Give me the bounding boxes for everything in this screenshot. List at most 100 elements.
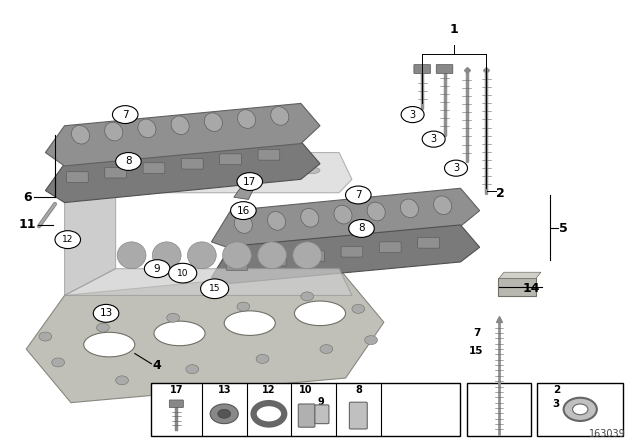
Circle shape	[352, 304, 365, 313]
Circle shape	[200, 279, 228, 298]
Ellipse shape	[138, 119, 156, 138]
Ellipse shape	[401, 199, 419, 218]
Text: 5: 5	[559, 222, 568, 235]
Ellipse shape	[237, 110, 255, 129]
Ellipse shape	[84, 332, 135, 357]
Text: 8: 8	[358, 224, 365, 233]
Circle shape	[210, 404, 238, 424]
FancyBboxPatch shape	[67, 172, 88, 182]
Circle shape	[256, 354, 269, 363]
Circle shape	[301, 292, 314, 301]
Ellipse shape	[268, 211, 285, 230]
Circle shape	[145, 260, 170, 278]
Ellipse shape	[301, 208, 319, 227]
Ellipse shape	[293, 242, 321, 269]
Text: 8: 8	[355, 385, 362, 395]
Circle shape	[55, 231, 81, 249]
Circle shape	[320, 345, 333, 353]
Ellipse shape	[334, 205, 352, 224]
Circle shape	[186, 365, 198, 374]
FancyBboxPatch shape	[414, 65, 431, 73]
Text: 1: 1	[450, 23, 458, 36]
Ellipse shape	[301, 167, 320, 174]
Ellipse shape	[271, 107, 289, 125]
Circle shape	[237, 302, 250, 311]
Circle shape	[116, 152, 141, 170]
FancyBboxPatch shape	[315, 405, 329, 424]
Text: 163039: 163039	[589, 429, 625, 439]
Text: 15: 15	[469, 346, 484, 356]
FancyBboxPatch shape	[467, 383, 531, 436]
FancyBboxPatch shape	[537, 383, 623, 436]
Ellipse shape	[171, 116, 189, 135]
Circle shape	[422, 131, 445, 147]
Ellipse shape	[294, 301, 346, 326]
Polygon shape	[45, 103, 320, 166]
Text: 10: 10	[177, 269, 188, 278]
Text: 3: 3	[453, 163, 459, 173]
Ellipse shape	[234, 167, 253, 174]
Circle shape	[365, 336, 378, 345]
FancyBboxPatch shape	[170, 400, 183, 408]
Circle shape	[39, 332, 52, 341]
Circle shape	[346, 186, 371, 204]
Text: 13: 13	[218, 385, 231, 395]
Ellipse shape	[135, 167, 154, 174]
Circle shape	[116, 376, 129, 385]
Ellipse shape	[117, 242, 146, 269]
Ellipse shape	[204, 113, 223, 132]
Circle shape	[113, 106, 138, 124]
FancyBboxPatch shape	[220, 154, 241, 164]
FancyBboxPatch shape	[341, 246, 363, 257]
Ellipse shape	[433, 196, 452, 215]
Text: 10: 10	[300, 385, 313, 395]
FancyBboxPatch shape	[264, 255, 286, 266]
Polygon shape	[65, 269, 352, 296]
Ellipse shape	[367, 202, 385, 221]
Text: 9: 9	[318, 397, 324, 407]
Circle shape	[52, 358, 65, 367]
Polygon shape	[499, 272, 541, 279]
Text: 3: 3	[553, 399, 560, 409]
Text: 7: 7	[355, 190, 362, 200]
FancyBboxPatch shape	[349, 402, 367, 429]
Ellipse shape	[152, 242, 181, 269]
FancyBboxPatch shape	[380, 242, 401, 253]
Ellipse shape	[258, 242, 287, 269]
Text: 17: 17	[243, 177, 257, 186]
Polygon shape	[234, 184, 255, 199]
Text: 13: 13	[99, 308, 113, 319]
Text: 6: 6	[23, 191, 32, 204]
FancyBboxPatch shape	[498, 278, 536, 296]
Text: 2: 2	[495, 187, 504, 200]
Text: 15: 15	[209, 284, 220, 293]
FancyBboxPatch shape	[143, 163, 165, 173]
Ellipse shape	[72, 125, 90, 144]
Text: 16: 16	[237, 206, 250, 215]
FancyBboxPatch shape	[258, 150, 280, 160]
Ellipse shape	[154, 321, 205, 346]
Ellipse shape	[188, 242, 216, 269]
Circle shape	[169, 263, 196, 283]
Circle shape	[167, 313, 179, 322]
Ellipse shape	[234, 215, 252, 233]
Text: 3: 3	[410, 110, 415, 120]
Polygon shape	[65, 152, 116, 296]
Circle shape	[445, 160, 467, 176]
Text: 2: 2	[553, 385, 560, 395]
FancyBboxPatch shape	[436, 65, 453, 73]
Circle shape	[230, 202, 256, 220]
FancyBboxPatch shape	[105, 167, 127, 178]
Text: 9: 9	[154, 264, 161, 274]
Circle shape	[349, 220, 374, 237]
Ellipse shape	[224, 311, 275, 336]
FancyBboxPatch shape	[298, 404, 315, 427]
Ellipse shape	[105, 122, 123, 141]
Circle shape	[93, 304, 119, 322]
Text: 12: 12	[62, 235, 74, 244]
Circle shape	[401, 107, 424, 123]
Circle shape	[564, 398, 597, 421]
Text: 7: 7	[473, 328, 480, 338]
Circle shape	[218, 409, 230, 418]
Text: 7: 7	[122, 110, 129, 120]
